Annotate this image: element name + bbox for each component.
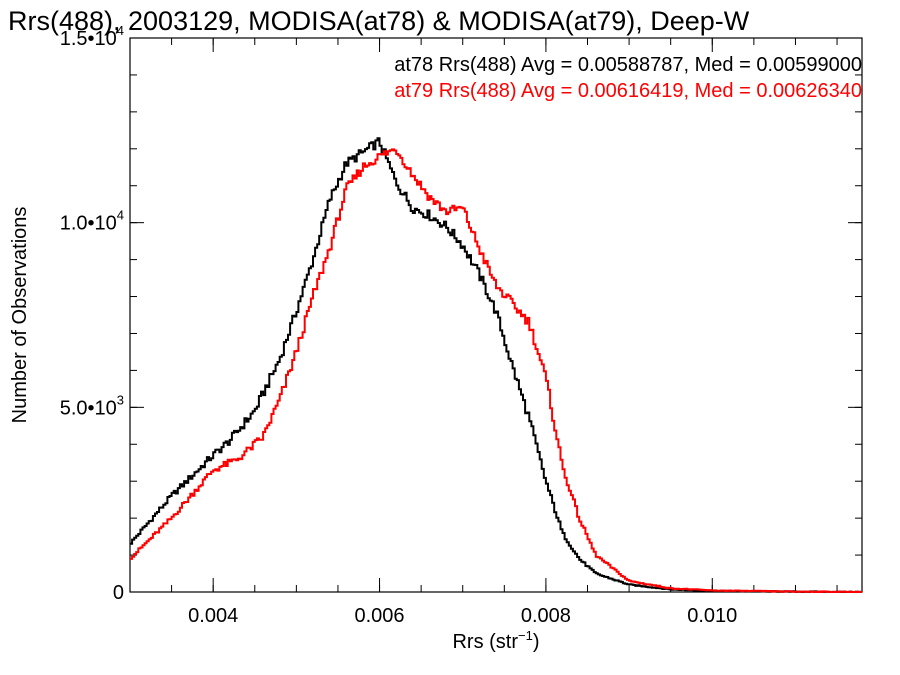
x-tick-label: 0.004	[188, 605, 238, 627]
series-at78-line	[130, 137, 862, 593]
legend-entry-at79: at79 Rrs(488) Avg = 0.00616419, Med = 0.…	[394, 80, 862, 102]
y-axis-ticks: 0 5.0•103 1.0•104 1.5•104	[60, 23, 862, 604]
plot-frame	[129, 37, 863, 593]
series-at79-line	[130, 148, 862, 593]
y-tick-label: 0	[113, 582, 124, 604]
y-tick-label: 1.5•104	[60, 23, 124, 50]
x-axis-ticks: 0.004 0.006 0.008 0.010	[129, 38, 838, 627]
chart-title: Rrs(488), 2003129, MODISA(at78) & MODISA…	[8, 6, 750, 36]
y-axis-label: Number of Observations	[9, 207, 31, 424]
y-tick-label: 5.0•103	[60, 392, 124, 419]
x-axis-label-main: Rrs (str	[452, 631, 518, 653]
x-tick-label: 0.008	[521, 605, 571, 627]
y-tick-label: 1.0•104	[60, 208, 124, 235]
x-tick-label: 0.006	[355, 605, 405, 627]
legend-entry-at78: at78 Rrs(488) Avg = 0.00588787, Med = 0.…	[394, 54, 862, 76]
series-group	[130, 137, 862, 593]
x-axis-label-end: )	[533, 631, 540, 653]
x-tick-label: 0.010	[687, 605, 737, 627]
x-axis-label-exponent: −1	[518, 628, 533, 643]
x-axis-label: Rrs (str−1)	[452, 628, 539, 653]
